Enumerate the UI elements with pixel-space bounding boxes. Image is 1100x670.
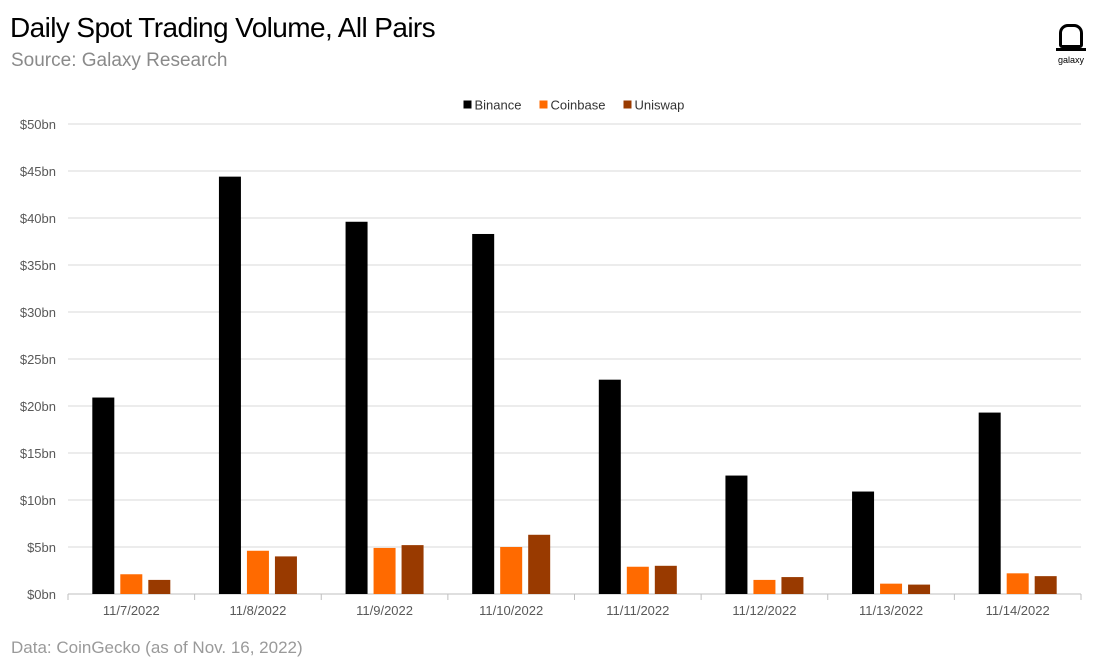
x-tick-label: 11/10/2022	[479, 603, 543, 618]
y-tick-label: $50bn	[20, 117, 56, 132]
bar-uniswap	[654, 565, 677, 594]
bar-uniswap	[908, 584, 931, 594]
galaxy-logo-icon	[1056, 24, 1086, 51]
bars	[92, 176, 1057, 595]
legend: Binance Coinbase Uniswap	[463, 98, 685, 113]
bar-coinbase	[880, 583, 903, 594]
bar-binance	[725, 475, 748, 594]
y-tick-label: $5bn	[27, 540, 56, 555]
bar-uniswap	[401, 545, 424, 594]
bar-coinbase	[500, 547, 523, 594]
bar-uniswap	[528, 534, 551, 594]
x-tick-label: 11/11/2022	[606, 603, 669, 618]
x-axis: 11/7/2022 11/8/2022 11/9/2022 11/10/2022 11/…	[67, 594, 1082, 618]
bar-coinbase	[626, 566, 649, 594]
y-axis: $0bn $5bn $10bn $15bn $20bn $25bn $30bn $35bn $4…	[20, 117, 56, 602]
data-source-note: Data: CoinGecko (as of Nov. 16, 2022)	[11, 638, 303, 657]
x-tick-label: 11/14/2022	[986, 603, 1050, 618]
y-tick-label: $10bn	[20, 493, 56, 508]
y-tick-label: $40bn	[20, 211, 56, 226]
legend-label-coinbase: Coinbase	[551, 98, 606, 113]
bar-coinbase	[373, 547, 396, 594]
bar-uniswap	[148, 579, 171, 594]
legend-swatch-uniswap	[623, 100, 632, 109]
bar-uniswap	[781, 577, 804, 594]
legend-label-uniswap: Uniswap	[635, 98, 685, 113]
bar-binance	[345, 221, 368, 594]
bar-coinbase	[120, 574, 143, 594]
bar-binance	[472, 233, 495, 595]
logo-text: galaxy	[1057, 55, 1084, 65]
galaxy-logo: galaxy	[1052, 24, 1090, 68]
bar-coinbase	[753, 579, 776, 594]
bar-binance	[218, 176, 241, 594]
legend-swatch-coinbase	[539, 100, 548, 109]
chart-title: Daily Spot Trading Volume, All Pairs	[10, 12, 436, 43]
x-tick-label: 11/9/2022	[356, 603, 413, 618]
bar-binance	[598, 379, 621, 594]
y-tick-label: $0bn	[27, 587, 56, 602]
y-tick-label: $25bn	[20, 352, 56, 367]
chart-subtitle: Source: Galaxy Research	[11, 50, 228, 71]
bar-binance	[978, 412, 1001, 594]
bar-coinbase	[246, 550, 269, 594]
x-tick-label: 11/7/2022	[103, 603, 160, 618]
bar-coinbase	[1006, 573, 1029, 594]
x-tick-label: 11/13/2022	[859, 603, 923, 618]
y-tick-label: $15bn	[20, 446, 56, 461]
y-tick-label: $20bn	[20, 399, 56, 414]
legend-swatch-binance	[463, 100, 472, 109]
bar-binance	[852, 491, 875, 594]
legend-label-binance: Binance	[475, 98, 522, 113]
x-tick-label: 11/8/2022	[230, 603, 287, 618]
bar-uniswap	[1034, 576, 1057, 594]
x-tick-label: 11/12/2022	[732, 603, 796, 618]
y-tick-label: $30bn	[20, 305, 56, 320]
y-tick-label: $35bn	[20, 258, 56, 273]
bar-uniswap	[274, 556, 297, 594]
y-tick-label: $45bn	[20, 164, 56, 179]
bar-binance	[92, 397, 115, 594]
